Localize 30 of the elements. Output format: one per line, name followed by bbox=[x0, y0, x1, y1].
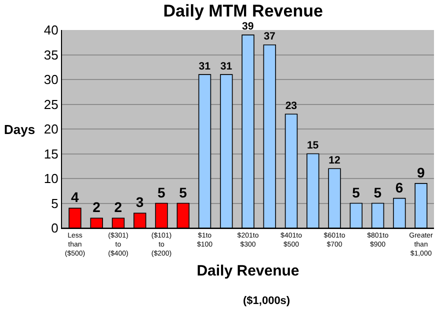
y-tick-label: 0 bbox=[51, 220, 58, 236]
y-tick-label: 20 bbox=[44, 122, 58, 137]
y-tick-label: 15 bbox=[44, 146, 58, 162]
data-label: 39 bbox=[242, 20, 254, 33]
data-label: 3 bbox=[136, 194, 144, 210]
data-label: 37 bbox=[264, 30, 276, 43]
y-tick-label: 35 bbox=[44, 47, 58, 62]
data-label: 23 bbox=[285, 100, 298, 112]
data-label: 5 bbox=[179, 184, 188, 200]
chart-title: Daily MTM Revenue bbox=[163, 2, 323, 21]
y-tick-label: 10 bbox=[44, 171, 58, 186]
data-label: 2 bbox=[92, 199, 101, 216]
y-tick-label: 25 bbox=[44, 96, 58, 112]
data-label: 12 bbox=[328, 154, 340, 166]
data-label: 31 bbox=[198, 60, 211, 72]
data-label: 2 bbox=[114, 199, 122, 216]
data-label: 5 bbox=[374, 184, 382, 200]
data-label: 9 bbox=[417, 164, 426, 180]
y-tick-label: 5 bbox=[51, 196, 58, 211]
data-label: 31 bbox=[220, 60, 232, 72]
x-axis-title: Daily Revenue bbox=[196, 262, 300, 280]
y-tick-label: 40 bbox=[44, 22, 58, 38]
y-tick-label: 30 bbox=[44, 72, 58, 88]
data-label: 4 bbox=[70, 189, 79, 206]
data-label: 5 bbox=[352, 184, 360, 200]
data-label: 6 bbox=[395, 179, 404, 196]
y-axis-title: Days bbox=[4, 122, 36, 137]
data-label: 15 bbox=[306, 139, 319, 152]
data-label: 5 bbox=[157, 184, 166, 200]
text: ($1,000s) bbox=[243, 295, 290, 307]
